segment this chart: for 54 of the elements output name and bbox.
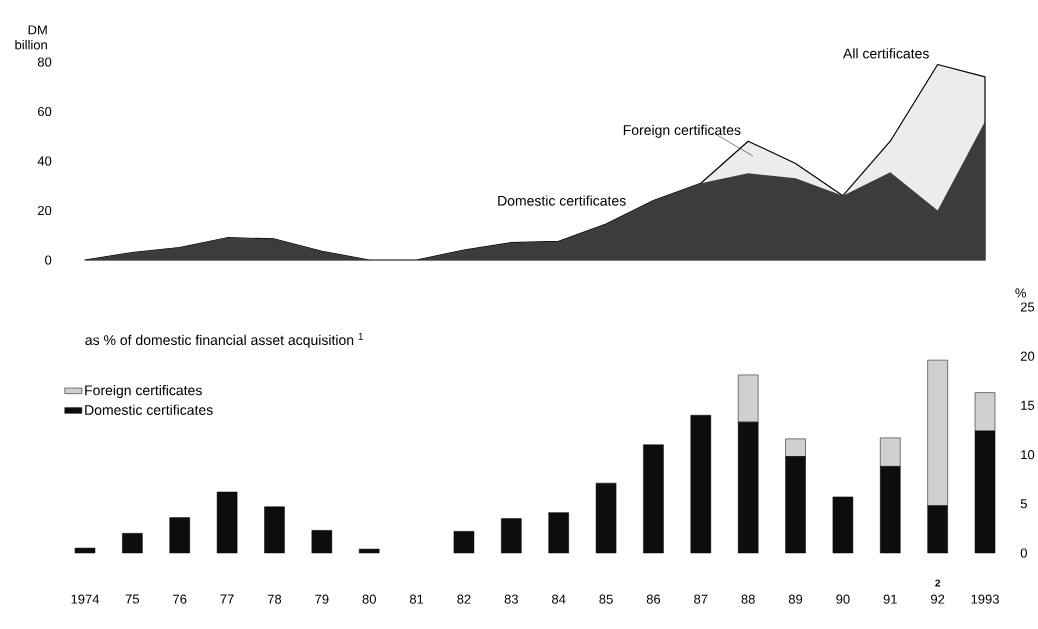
annotation: Foreign certificates	[623, 124, 741, 138]
x-tick-label: 90	[836, 594, 850, 604]
x-tick-label: 1993	[971, 594, 999, 604]
bar	[453, 531, 475, 554]
y-axis-title: %	[1015, 288, 1027, 298]
x-tick-label: 87	[694, 594, 708, 604]
bar	[643, 444, 664, 554]
bar	[216, 491, 238, 554]
bar	[595, 482, 617, 554]
text: as % of domestic financial asset acquisition $^{1}$	[85, 332, 363, 348]
x-tick-label: 77	[220, 594, 234, 604]
y-tick-label: 20	[1020, 351, 1035, 361]
x-tick-label: 83	[504, 594, 518, 604]
y-tick-label: 15	[1021, 400, 1035, 410]
bar	[832, 496, 854, 554]
bar	[264, 506, 285, 554]
bar	[311, 530, 333, 554]
bar	[501, 518, 522, 554]
y-tick-label: 60	[37, 106, 52, 117]
series-label: All certificates	[843, 48, 929, 59]
x-tick-label: 78	[267, 594, 282, 604]
x-tick-label: 88	[741, 594, 755, 604]
series-label: Domestic certificates	[498, 195, 626, 206]
x-tick-label: 92	[931, 594, 945, 604]
x-tick-label: 89	[788, 594, 803, 604]
x-tick-label: 75	[125, 594, 140, 604]
x-tick-label: 80	[362, 594, 376, 604]
y-tick-label: 20	[37, 205, 52, 216]
bar	[690, 414, 712, 554]
x-tick-label: 81	[409, 594, 424, 604]
bar	[169, 517, 190, 554]
x-tick-label: 86	[646, 594, 661, 604]
legend-label: Foreign certificates	[85, 385, 202, 399]
legend-label: Domestic certificates	[85, 404, 213, 415]
y-tick-label: 0	[1020, 548, 1027, 558]
bar	[74, 547, 96, 554]
x-tick-label: 85	[599, 594, 613, 604]
text: 2	[935, 579, 941, 587]
x-tick-label: 82	[457, 594, 471, 604]
bar	[358, 548, 380, 554]
y-tick-label: 5	[1020, 499, 1027, 509]
y-tick-label: 25	[1020, 302, 1035, 312]
x-tick-label: 1974	[71, 594, 100, 604]
y-axis-title: DM billion	[15, 25, 47, 50]
y-tick-label: 40	[37, 156, 52, 166]
x-tick-label: 91	[883, 594, 897, 604]
x-tick-label: 84	[552, 594, 566, 604]
y-tick-label: 0	[45, 255, 52, 265]
bar	[122, 533, 143, 554]
x-tick-label: 76	[173, 594, 187, 604]
y-tick-label: 10	[1021, 449, 1035, 460]
bar	[548, 512, 569, 554]
y-tick-label: 80	[37, 57, 52, 67]
x-tick-label: 79	[315, 594, 329, 604]
